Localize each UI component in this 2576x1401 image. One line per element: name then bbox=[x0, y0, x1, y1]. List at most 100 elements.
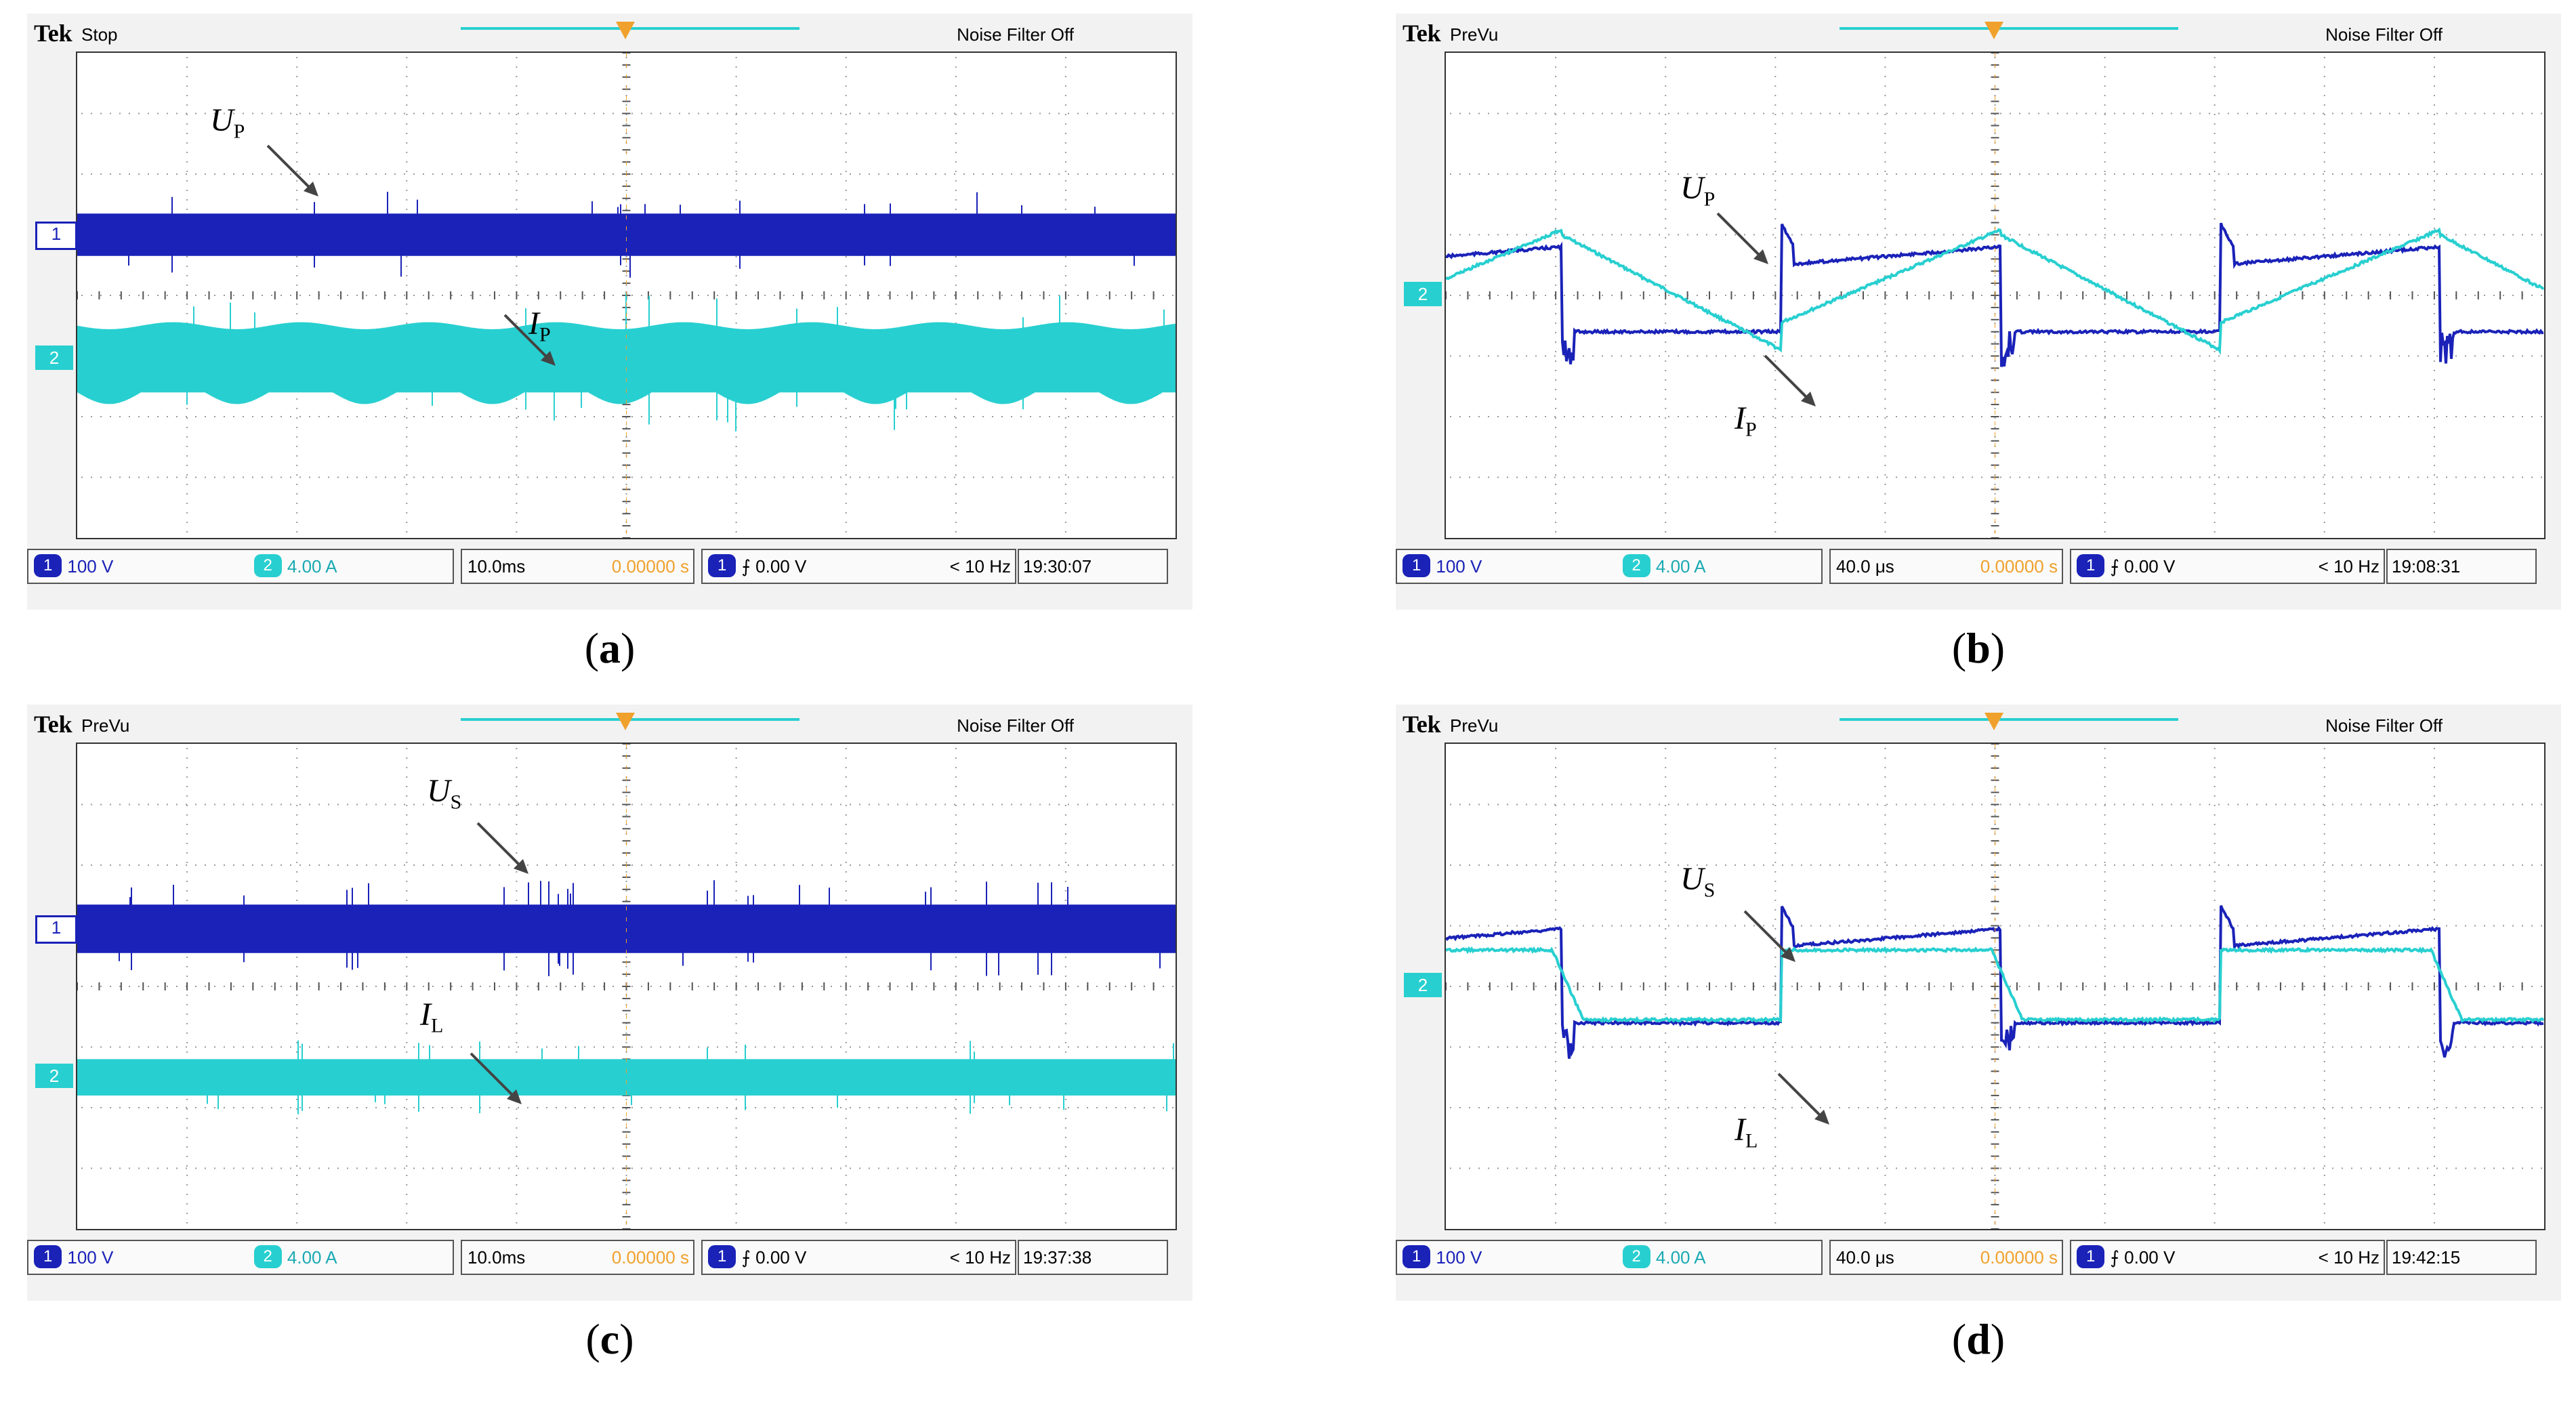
grid-dot bbox=[935, 864, 936, 866]
grid-dot bbox=[1884, 341, 1886, 343]
grid-dot bbox=[1668, 416, 1669, 417]
grid-dot bbox=[296, 104, 298, 106]
grid-dot bbox=[375, 803, 377, 806]
scope-top-bar: Tek PreVu Noise Filter Off bbox=[27, 705, 1192, 741]
grid-dot bbox=[309, 295, 310, 296]
grid-dot bbox=[2152, 476, 2153, 478]
grid-dot bbox=[1583, 234, 1584, 236]
grid-dot bbox=[2104, 285, 2106, 286]
ch1-level-marker[interactable]: 1 bbox=[35, 221, 77, 250]
grid-dot bbox=[1564, 925, 1565, 927]
grid-dot bbox=[2493, 173, 2495, 175]
grid-dot bbox=[2503, 112, 2504, 114]
grid-dot bbox=[328, 476, 329, 478]
grid-dot bbox=[650, 1107, 652, 1108]
grid-dot bbox=[296, 114, 298, 115]
ch2-level-marker[interactable]: 2 bbox=[35, 345, 73, 370]
grid-dot bbox=[660, 112, 661, 114]
grid-dot bbox=[1134, 173, 1136, 175]
grid-dot bbox=[1994, 1023, 1996, 1024]
grid-dot bbox=[584, 1167, 585, 1169]
grid-dot bbox=[735, 209, 737, 210]
grid-dot bbox=[1555, 862, 1557, 863]
grid-dot bbox=[1716, 112, 1717, 114]
grid-dot bbox=[1668, 925, 1669, 927]
grid-dot bbox=[2361, 234, 2362, 236]
grid-dot bbox=[845, 408, 847, 409]
grid-dot bbox=[470, 1107, 472, 1108]
grid-dot bbox=[1064, 1042, 1066, 1043]
grid-dot bbox=[735, 1108, 737, 1110]
grid-dot bbox=[1665, 957, 1667, 958]
grid-dot bbox=[955, 209, 957, 210]
grid-dot bbox=[1953, 476, 1954, 478]
grid-dot bbox=[309, 986, 310, 987]
grid-dot bbox=[100, 1167, 102, 1169]
grid-dot bbox=[2323, 66, 2325, 68]
grid-dot bbox=[1450, 476, 1451, 478]
grid-dot bbox=[1753, 355, 1755, 357]
grid-dot bbox=[2465, 864, 2466, 866]
grid-dot bbox=[148, 173, 149, 175]
grid-dot bbox=[2104, 85, 2106, 87]
grid-dot bbox=[2433, 332, 2435, 333]
grid-dot bbox=[845, 1099, 847, 1100]
grid-dot bbox=[2370, 803, 2371, 806]
grid-dot bbox=[1763, 803, 1764, 806]
grid-dot bbox=[755, 1167, 756, 1169]
grid-dot bbox=[1573, 112, 1575, 114]
grid-dot bbox=[233, 173, 234, 175]
grid-dot bbox=[1039, 173, 1041, 175]
grid-dot bbox=[2104, 919, 2106, 920]
grid-dot bbox=[650, 173, 652, 175]
grid-dot bbox=[1884, 522, 1886, 523]
grid-dot bbox=[955, 304, 957, 305]
grid-dot bbox=[935, 986, 936, 987]
grid-dot bbox=[1068, 803, 1069, 806]
grid-dot bbox=[2433, 484, 2435, 485]
grid-dot bbox=[1774, 171, 1777, 172]
grid-dot bbox=[1972, 416, 1973, 417]
grid-dot bbox=[1507, 476, 1508, 478]
grid-dot bbox=[281, 1167, 282, 1169]
grid-dot bbox=[296, 142, 298, 144]
ch2-level-marker[interactable]: 2 bbox=[35, 1064, 73, 1089]
grid-dot bbox=[888, 112, 889, 114]
grid-dot bbox=[2214, 900, 2216, 901]
grid-dot bbox=[1555, 512, 1557, 514]
grid-dot bbox=[2218, 234, 2220, 236]
ch2-level-marker[interactable]: 2 bbox=[1404, 282, 1442, 306]
grid-dot bbox=[186, 1127, 188, 1129]
grid-dot bbox=[2214, 123, 2216, 125]
grid-dot bbox=[299, 112, 301, 114]
ch1-level-marker[interactable]: 1 bbox=[35, 915, 77, 944]
grid-dot bbox=[1630, 864, 1632, 866]
grid-dot bbox=[2266, 416, 2267, 417]
grid-dot bbox=[1064, 1165, 1066, 1167]
grid-dot bbox=[347, 986, 348, 987]
grid-dot bbox=[138, 295, 140, 296]
grid-dot bbox=[2029, 355, 2030, 357]
grid-dot bbox=[2228, 295, 2229, 296]
grid-dot bbox=[406, 275, 408, 276]
grid-dot bbox=[119, 1046, 121, 1048]
grid-dot bbox=[499, 295, 500, 296]
grid-dot bbox=[214, 112, 215, 114]
grid-dot bbox=[2199, 864, 2201, 866]
grid-dot bbox=[413, 476, 415, 478]
grid-dot bbox=[2323, 152, 2325, 153]
grid-dot bbox=[2323, 1213, 2325, 1214]
grid-dot bbox=[954, 173, 955, 175]
grid-dot bbox=[1555, 455, 1557, 457]
grid-dot bbox=[2029, 173, 2030, 175]
grid-dot bbox=[2285, 416, 2286, 417]
channel-scale-cell: 1 100 V 2 4.00 A bbox=[1396, 549, 1823, 584]
trigger-level: 0.00 V bbox=[755, 1247, 807, 1268]
grid-dot bbox=[2323, 436, 2325, 438]
grid-dot bbox=[944, 295, 946, 296]
grid-dot bbox=[850, 173, 851, 175]
grid-dot bbox=[625, 1118, 627, 1119]
grid-dot bbox=[2256, 803, 2258, 806]
grid-dot bbox=[845, 871, 847, 873]
grid-dot bbox=[2214, 938, 2216, 939]
